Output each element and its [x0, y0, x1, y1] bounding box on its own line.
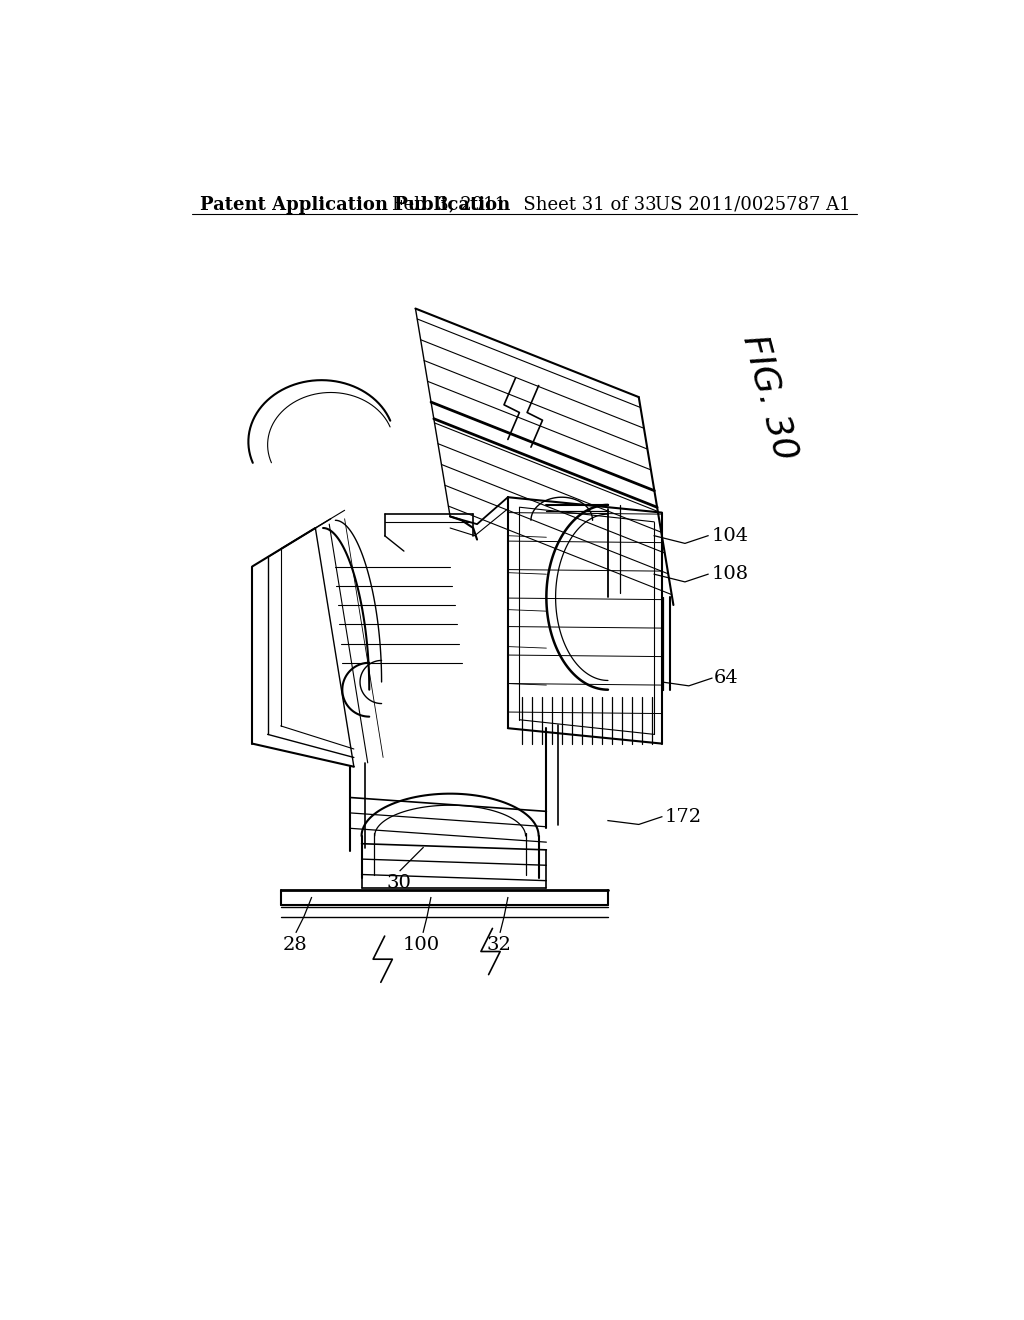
Text: 104: 104 — [712, 527, 749, 545]
Text: FIG. 30: FIG. 30 — [736, 331, 803, 463]
Text: 108: 108 — [712, 565, 749, 583]
Text: 30: 30 — [386, 874, 411, 892]
Text: Feb. 3, 2011   Sheet 31 of 33: Feb. 3, 2011 Sheet 31 of 33 — [392, 195, 657, 214]
Text: US 2011/0025787 A1: US 2011/0025787 A1 — [655, 195, 851, 214]
Text: 100: 100 — [403, 936, 440, 954]
Text: 28: 28 — [283, 936, 307, 954]
Text: 172: 172 — [665, 808, 701, 826]
Text: 32: 32 — [486, 936, 511, 954]
Text: 64: 64 — [714, 669, 739, 688]
Text: Patent Application Publication: Patent Application Publication — [200, 195, 510, 214]
